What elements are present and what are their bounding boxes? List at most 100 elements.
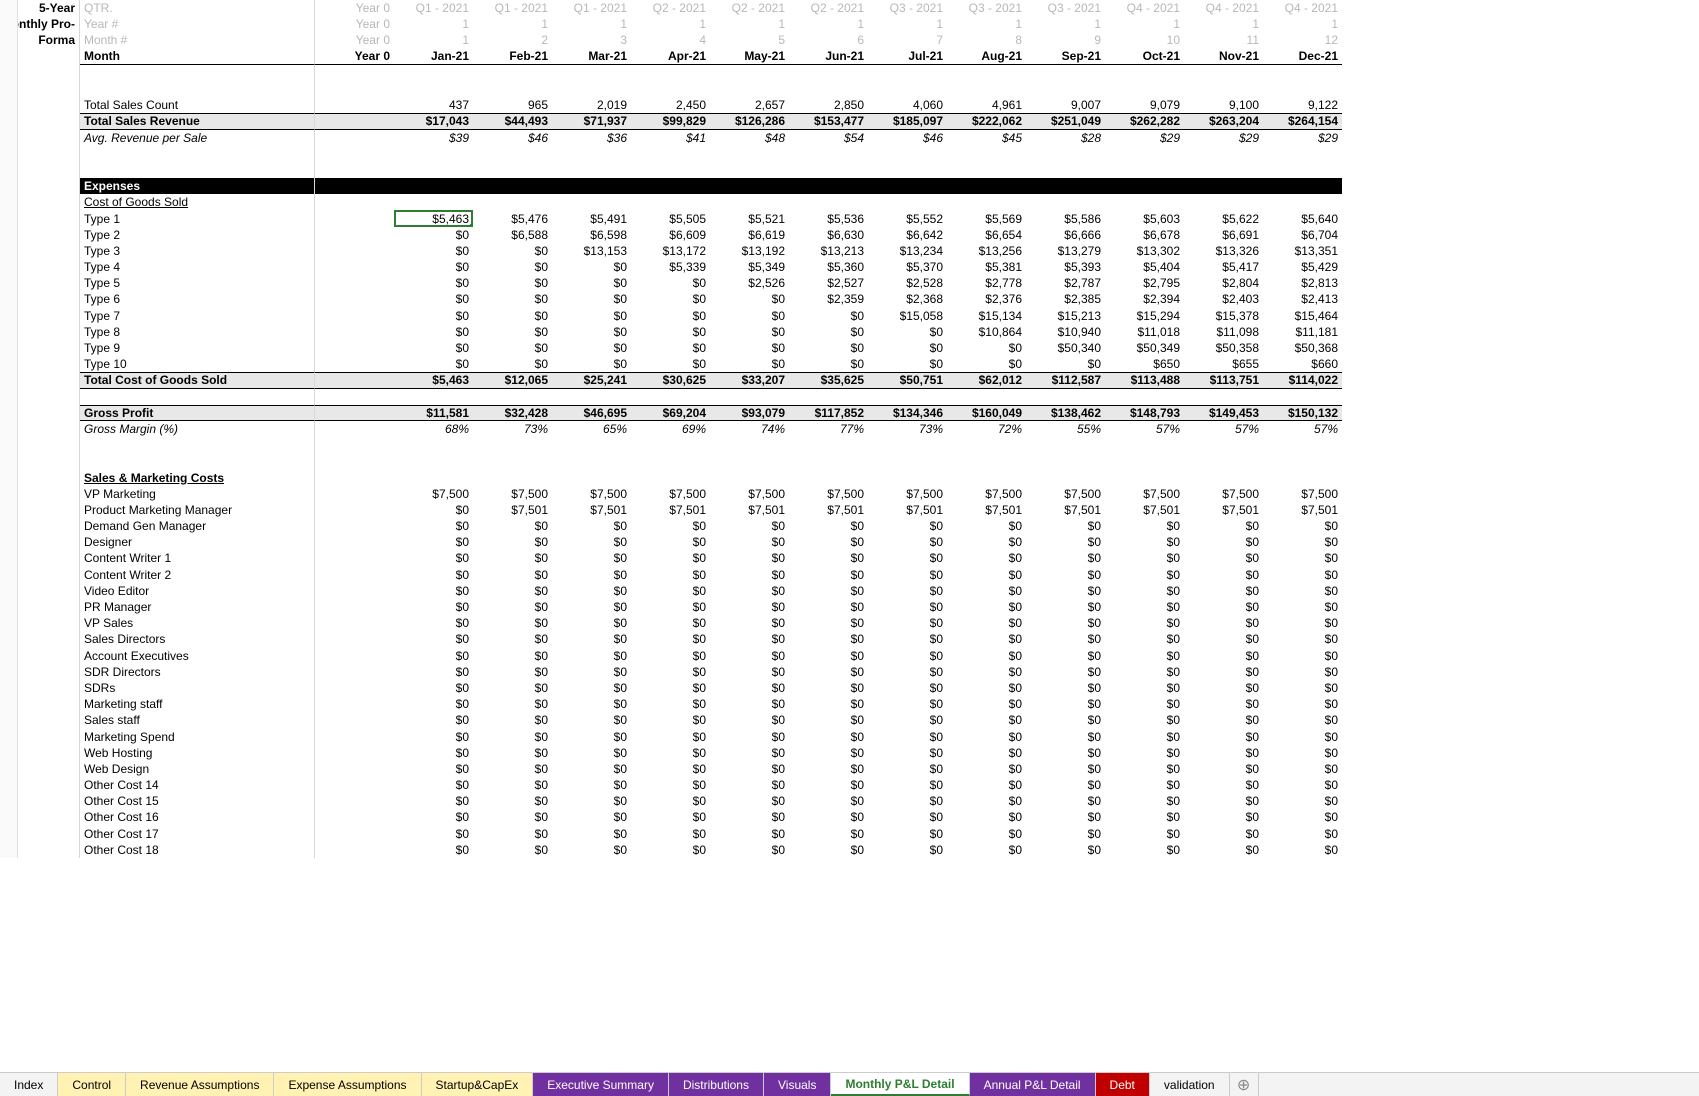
- data-cell[interactable]: $0: [789, 842, 868, 858]
- data-cell[interactable]: $0: [1184, 518, 1263, 534]
- data-cell[interactable]: $0: [868, 680, 947, 696]
- data-cell[interactable]: $15,378: [1184, 308, 1263, 324]
- data-cell[interactable]: $0: [868, 340, 947, 356]
- data-cell[interactable]: $0: [631, 291, 710, 307]
- data-cell[interactable]: $0: [710, 599, 789, 615]
- data-cell[interactable]: $0: [473, 777, 552, 793]
- data-cell[interactable]: $0: [394, 664, 473, 680]
- data-cell[interactable]: $0: [1105, 567, 1184, 583]
- data-cell[interactable]: $11,181: [1263, 324, 1342, 340]
- metric-cell[interactable]: 55%: [1026, 421, 1105, 437]
- data-cell[interactable]: $0: [394, 728, 473, 744]
- data-cell[interactable]: $2,787: [1026, 275, 1105, 291]
- total-cell[interactable]: $30,625: [631, 372, 710, 388]
- total-cell[interactable]: $62,012: [947, 372, 1026, 388]
- data-cell[interactable]: $0: [1263, 680, 1342, 696]
- data-cell[interactable]: $0: [631, 809, 710, 825]
- data-cell[interactable]: $13,256: [947, 243, 1026, 259]
- data-cell[interactable]: $0: [1105, 615, 1184, 631]
- data-cell[interactable]: $0: [631, 340, 710, 356]
- data-cell[interactable]: $7,500: [473, 486, 552, 502]
- data-cell[interactable]: $0: [1026, 728, 1105, 744]
- data-cell[interactable]: $7,500: [1263, 486, 1342, 502]
- data-cell[interactable]: $6,704: [1263, 227, 1342, 243]
- data-cell[interactable]: $5,381: [947, 259, 1026, 275]
- data-cell[interactable]: $0: [394, 259, 473, 275]
- data-cell[interactable]: $0: [868, 793, 947, 809]
- data-cell[interactable]: 2,657: [710, 97, 789, 113]
- metric-cell[interactable]: $48: [710, 130, 789, 146]
- data-cell[interactable]: $0: [1184, 777, 1263, 793]
- data-cell[interactable]: $0: [868, 534, 947, 550]
- data-cell[interactable]: $0: [789, 793, 868, 809]
- data-cell[interactable]: $5,569: [947, 210, 1026, 226]
- data-cell[interactable]: $0: [1263, 664, 1342, 680]
- data-cell[interactable]: $0: [710, 291, 789, 307]
- data-cell[interactable]: $0: [789, 324, 868, 340]
- data-cell[interactable]: $2,376: [947, 291, 1026, 307]
- data-cell[interactable]: $655: [1184, 356, 1263, 372]
- total-cell[interactable]: $71,937: [552, 113, 631, 129]
- data-cell[interactable]: $0: [394, 243, 473, 259]
- metric-cell[interactable]: $36: [552, 130, 631, 146]
- data-cell[interactable]: $0: [631, 648, 710, 664]
- metric-cell[interactable]: $41: [631, 130, 710, 146]
- data-cell[interactable]: 9,079: [1105, 97, 1184, 113]
- metric-cell[interactable]: 77%: [789, 421, 868, 437]
- data-cell[interactable]: $0: [394, 227, 473, 243]
- data-cell[interactable]: $0: [789, 648, 868, 664]
- add-sheet-button[interactable]: ⊕: [1230, 1073, 1259, 1096]
- data-cell[interactable]: $660: [1263, 356, 1342, 372]
- data-cell[interactable]: $0: [552, 777, 631, 793]
- data-cell[interactable]: $0: [473, 534, 552, 550]
- data-cell[interactable]: $0: [1026, 550, 1105, 566]
- total-cell[interactable]: $148,793: [1105, 405, 1184, 421]
- data-cell[interactable]: $0: [473, 275, 552, 291]
- data-cell[interactable]: $2,813: [1263, 275, 1342, 291]
- data-cell[interactable]: $6,588: [473, 227, 552, 243]
- data-cell[interactable]: $0: [1263, 567, 1342, 583]
- data-cell[interactable]: $0: [631, 534, 710, 550]
- data-cell[interactable]: $0: [868, 696, 947, 712]
- data-cell[interactable]: 965: [473, 97, 552, 113]
- data-cell[interactable]: $0: [710, 567, 789, 583]
- data-cell[interactable]: $0: [473, 728, 552, 744]
- data-cell[interactable]: $0: [1263, 615, 1342, 631]
- data-cell[interactable]: $0: [1184, 648, 1263, 664]
- data-cell[interactable]: $0: [631, 518, 710, 534]
- data-cell[interactable]: $0: [868, 745, 947, 761]
- data-cell[interactable]: $0: [789, 712, 868, 728]
- data-cell[interactable]: $0: [394, 745, 473, 761]
- data-cell[interactable]: $0: [394, 599, 473, 615]
- data-cell[interactable]: $0: [1263, 809, 1342, 825]
- data-cell[interactable]: $0: [947, 728, 1026, 744]
- data-cell[interactable]: $0: [1105, 745, 1184, 761]
- data-cell[interactable]: $7,501: [1263, 502, 1342, 518]
- data-cell[interactable]: $50,349: [1105, 340, 1184, 356]
- data-cell[interactable]: $50,340: [1026, 340, 1105, 356]
- sheet-tab[interactable]: Control: [58, 1073, 126, 1096]
- data-cell[interactable]: $0: [1263, 793, 1342, 809]
- data-cell[interactable]: $0: [1184, 793, 1263, 809]
- data-cell[interactable]: $0: [947, 615, 1026, 631]
- data-cell[interactable]: $0: [947, 793, 1026, 809]
- data-cell[interactable]: $0: [947, 631, 1026, 647]
- data-cell[interactable]: $0: [1263, 599, 1342, 615]
- data-cell[interactable]: $0: [710, 308, 789, 324]
- metric-cell[interactable]: 57%: [1184, 421, 1263, 437]
- data-cell[interactable]: $0: [868, 712, 947, 728]
- data-cell[interactable]: 9,100: [1184, 97, 1263, 113]
- data-cell[interactable]: $0: [1263, 761, 1342, 777]
- data-cell[interactable]: $13,302: [1105, 243, 1184, 259]
- total-cell[interactable]: $11,581: [394, 405, 473, 421]
- total-cell[interactable]: $33,207: [710, 372, 789, 388]
- data-cell[interactable]: $2,526: [710, 275, 789, 291]
- data-cell[interactable]: $0: [710, 696, 789, 712]
- data-cell[interactable]: $0: [1184, 728, 1263, 744]
- data-cell[interactable]: $0: [473, 324, 552, 340]
- data-cell[interactable]: $6,609: [631, 227, 710, 243]
- total-cell[interactable]: $50,751: [868, 372, 947, 388]
- data-cell[interactable]: $0: [947, 356, 1026, 372]
- data-cell[interactable]: $11,018: [1105, 324, 1184, 340]
- data-cell[interactable]: $5,463: [394, 210, 473, 226]
